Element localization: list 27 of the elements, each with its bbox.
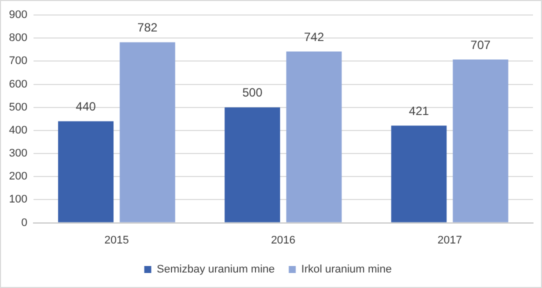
- y-tick-label: 100: [8, 194, 28, 206]
- bar: [120, 42, 176, 222]
- y-tick-label: 600: [8, 78, 28, 90]
- data-label: 421: [408, 104, 430, 118]
- legend-label: Irkol uranium mine: [301, 264, 392, 276]
- x-tick-label: 2017: [437, 234, 462, 246]
- data-label: 782: [137, 20, 158, 35]
- data-label: 742: [304, 30, 324, 44]
- y-tick-label: 300: [8, 148, 28, 160]
- y-tick-label: 700: [8, 55, 28, 68]
- bar: [58, 121, 114, 222]
- bar: [224, 107, 280, 222]
- bar: [286, 51, 342, 222]
- data-label: 707: [470, 38, 491, 52]
- data-label: 440: [76, 100, 96, 114]
- data-label: 500: [242, 86, 263, 100]
- y-tick-label: 800: [8, 32, 28, 44]
- x-tick-label: 2016: [270, 234, 296, 246]
- y-tick-label: 400: [8, 124, 28, 136]
- y-tick-label: 900: [8, 9, 28, 22]
- legend-label: Semizbay uranium mine: [156, 264, 275, 276]
- y-tick-label: 0: [21, 216, 28, 229]
- bar: [391, 126, 447, 222]
- x-tick-label: 2015: [104, 234, 129, 246]
- bar: [452, 60, 508, 222]
- y-tick-label: 500: [8, 101, 28, 114]
- y-tick-label: 200: [8, 170, 28, 183]
